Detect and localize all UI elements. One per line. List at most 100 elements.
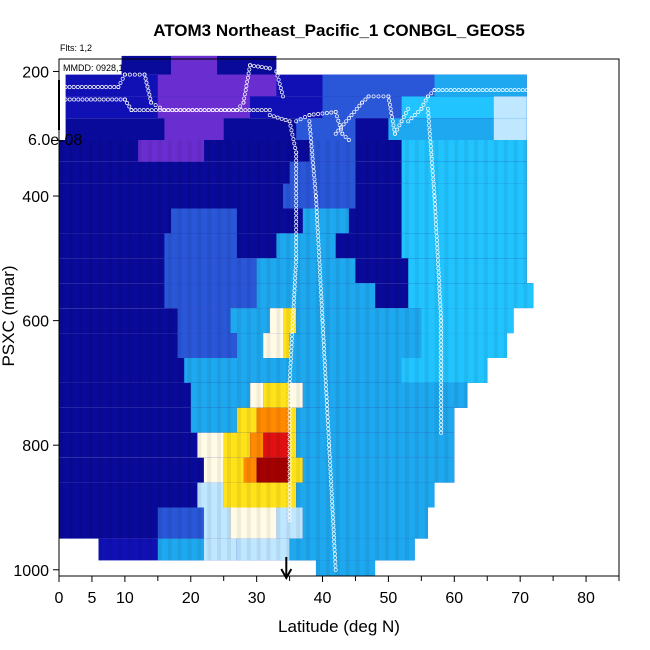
flight-marker <box>133 108 138 113</box>
flight-marker <box>318 270 322 275</box>
flight-marker <box>316 250 321 255</box>
flight-marker <box>318 278 323 283</box>
heatmap-band <box>306 538 311 561</box>
heatmap-band <box>246 382 251 408</box>
flight-marker <box>329 495 334 500</box>
flight-marker <box>243 108 248 113</box>
heatmap-band <box>147 382 152 408</box>
x-tick-label: 20 <box>182 590 200 607</box>
flight-marker <box>275 115 280 120</box>
heatmap-band <box>424 161 429 184</box>
flight-marker <box>186 108 191 113</box>
heatmap-band <box>157 283 162 309</box>
flight-marker <box>324 399 329 403</box>
flight-marker <box>321 342 326 347</box>
heatmap-cell <box>263 333 283 358</box>
heatmap-band <box>197 432 202 458</box>
flight-marker <box>431 185 436 190</box>
x-tick-label: 5 <box>87 590 96 607</box>
heatmap-band <box>454 308 459 334</box>
flight-marker <box>238 104 243 109</box>
heatmap-band <box>375 333 380 358</box>
heatmap-band <box>108 407 113 433</box>
heatmap-band <box>128 161 133 184</box>
flight-marker <box>317 254 322 259</box>
heatmap-band <box>345 457 350 483</box>
heatmap-band <box>276 432 281 458</box>
flight-marker <box>439 346 444 351</box>
flight-marker <box>298 117 303 122</box>
flight-marker <box>322 362 327 367</box>
flight-marker <box>406 106 411 111</box>
flight-marker <box>423 98 428 103</box>
heatmap-band <box>414 140 419 162</box>
heatmap-band <box>108 140 113 162</box>
heatmap-band <box>365 507 370 539</box>
heatmap-band <box>296 457 301 483</box>
flight-marker <box>141 108 146 113</box>
flight-marker <box>426 119 431 124</box>
heatmap-band <box>246 140 251 162</box>
heatmap-cell <box>401 233 527 259</box>
heatmap-band <box>306 208 311 234</box>
heatmap-band <box>68 407 73 433</box>
heatmap-band <box>523 140 528 162</box>
flight-marker <box>235 108 240 113</box>
heatmap-band <box>167 233 172 259</box>
heatmap-band <box>197 407 202 433</box>
heatmap-cell <box>157 507 204 539</box>
heatmap-band <box>236 208 241 234</box>
flight-marker <box>202 108 207 113</box>
heatmap-band <box>335 382 340 408</box>
heatmap-band <box>227 208 231 234</box>
heatmap-band <box>375 507 380 539</box>
flight-marker <box>293 146 298 150</box>
flight-marker <box>294 162 299 167</box>
heatmap-band <box>128 208 133 234</box>
flight-marker <box>291 308 296 313</box>
flight-marker <box>294 154 299 159</box>
heatmap-band <box>246 208 251 234</box>
heatmap-band <box>227 507 231 539</box>
flight-marker <box>294 211 299 216</box>
flight-marker <box>395 127 400 132</box>
heatmap-band <box>197 161 202 184</box>
heatmap-band <box>345 140 350 162</box>
heatmap-band <box>207 407 212 433</box>
flights-note: Flts: 1,2 <box>60 43 92 53</box>
heatmap-band <box>246 333 251 358</box>
flight-marker <box>354 106 359 111</box>
flight-marker <box>434 230 439 235</box>
flight-marker <box>315 230 320 235</box>
heatmap-band <box>138 140 143 162</box>
heatmap-band <box>227 457 231 483</box>
heatmap-band <box>207 308 212 334</box>
heatmap-band <box>197 258 202 284</box>
heatmap-cell <box>197 432 224 458</box>
flight-marker <box>288 368 293 373</box>
heatmap-band <box>207 482 212 508</box>
heatmap-band <box>345 258 350 284</box>
heatmap-band <box>227 183 231 209</box>
flight-marker <box>279 116 284 121</box>
flight-marker <box>241 100 246 105</box>
flight-marker <box>433 218 438 223</box>
heatmap-band <box>385 333 390 358</box>
heatmap-band <box>108 432 113 458</box>
flight-marker <box>287 493 292 498</box>
heatmap-band <box>414 258 419 284</box>
flight-marker <box>439 394 444 399</box>
heatmap-band <box>88 283 93 309</box>
flight-marker <box>437 282 442 287</box>
x-tick-label: 10 <box>116 590 134 607</box>
x-tick-label: 60 <box>445 590 463 607</box>
heatmap-band <box>454 258 459 284</box>
heatmap-band <box>108 333 113 358</box>
heatmap-band <box>414 432 419 458</box>
heatmap-cell <box>157 74 277 97</box>
flight-marker <box>500 88 505 93</box>
heatmap-band <box>503 140 508 162</box>
heatmap-band <box>385 140 390 162</box>
flight-marker <box>333 131 338 136</box>
heatmap-band <box>454 283 459 309</box>
